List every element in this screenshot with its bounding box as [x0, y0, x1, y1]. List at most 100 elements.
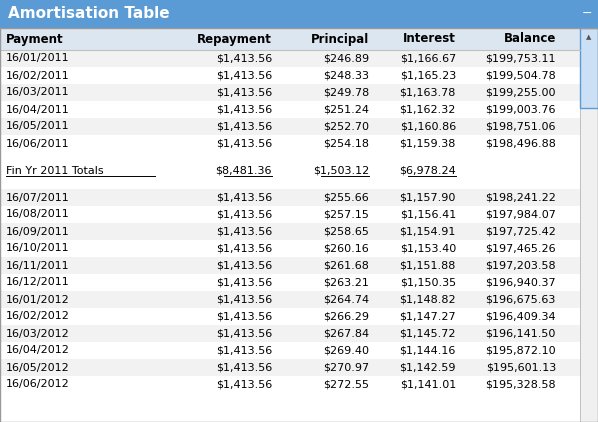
Text: $1,157.90: $1,157.90: [399, 192, 456, 203]
Bar: [0, 162, 580, 179]
Bar: [0, 291, 580, 308]
Text: $270.97: $270.97: [323, 362, 369, 373]
Text: ▲: ▲: [586, 34, 591, 40]
Bar: [580, 28, 598, 108]
Text: $1,151.88: $1,151.88: [399, 260, 456, 271]
Text: 16/07/2011: 16/07/2011: [6, 192, 70, 203]
Text: $196,675.63: $196,675.63: [486, 295, 556, 305]
Text: $1,413.56: $1,413.56: [216, 227, 272, 236]
Text: $1,159.38: $1,159.38: [399, 138, 456, 149]
Bar: [0, 359, 580, 376]
Text: $266.29: $266.29: [323, 311, 369, 322]
Text: $1,413.56: $1,413.56: [216, 311, 272, 322]
Text: $197,725.42: $197,725.42: [485, 227, 556, 236]
Text: $1,413.56: $1,413.56: [216, 192, 272, 203]
Text: Principal: Principal: [311, 32, 369, 46]
Text: $1,413.56: $1,413.56: [216, 70, 272, 81]
Text: $1,413.56: $1,413.56: [216, 379, 272, 390]
Text: 16/03/2012: 16/03/2012: [6, 328, 70, 338]
Text: $1,153.40: $1,153.40: [399, 243, 456, 254]
Text: $1,163.78: $1,163.78: [399, 87, 456, 97]
Text: $1,413.56: $1,413.56: [216, 243, 272, 254]
Text: $1,413.56: $1,413.56: [216, 54, 272, 63]
Text: $8,481.36: $8,481.36: [215, 165, 272, 176]
Bar: [0, 376, 580, 393]
Text: 16/04/2011: 16/04/2011: [6, 105, 70, 114]
Text: $264.74: $264.74: [323, 295, 369, 305]
Text: $198,496.88: $198,496.88: [485, 138, 556, 149]
Text: $1,413.56: $1,413.56: [216, 362, 272, 373]
Text: $1,160.86: $1,160.86: [399, 122, 456, 132]
Text: Amortisation Table: Amortisation Table: [8, 6, 170, 22]
Text: $249.78: $249.78: [323, 87, 369, 97]
Text: $1,413.56: $1,413.56: [216, 295, 272, 305]
Text: $261.68: $261.68: [323, 260, 369, 271]
Text: $1,413.56: $1,413.56: [216, 278, 272, 287]
Text: $195,328.58: $195,328.58: [486, 379, 556, 390]
Text: $197,465.26: $197,465.26: [486, 243, 556, 254]
Text: $246.89: $246.89: [323, 54, 369, 63]
Text: 16/01/2011: 16/01/2011: [6, 54, 69, 63]
Bar: [0, 152, 580, 162]
Text: 16/06/2012: 16/06/2012: [6, 379, 70, 390]
Text: $1,144.16: $1,144.16: [399, 346, 456, 355]
Text: $1,156.41: $1,156.41: [399, 209, 456, 219]
Text: 16/01/2012: 16/01/2012: [6, 295, 70, 305]
Text: $1,150.35: $1,150.35: [400, 278, 456, 287]
Text: $1,413.56: $1,413.56: [216, 260, 272, 271]
Bar: [0, 308, 580, 325]
Text: 16/02/2012: 16/02/2012: [6, 311, 70, 322]
Bar: [0, 325, 580, 342]
Text: $267.84: $267.84: [323, 328, 369, 338]
Text: 16/02/2011: 16/02/2011: [6, 70, 70, 81]
Text: $252.70: $252.70: [323, 122, 369, 132]
Text: $197,203.58: $197,203.58: [486, 260, 556, 271]
Text: Balance: Balance: [504, 32, 556, 46]
Text: $1,166.67: $1,166.67: [399, 54, 456, 63]
Bar: [0, 135, 580, 152]
Bar: [0, 257, 580, 274]
Text: $196,409.34: $196,409.34: [486, 311, 556, 322]
Text: Fin Yr 2011 Totals: Fin Yr 2011 Totals: [6, 165, 103, 176]
Bar: [0, 274, 580, 291]
Text: 16/05/2011: 16/05/2011: [6, 122, 69, 132]
Text: Payment: Payment: [6, 32, 63, 46]
Text: $1,162.32: $1,162.32: [399, 105, 456, 114]
Bar: [0, 240, 580, 257]
Text: $1,413.56: $1,413.56: [216, 346, 272, 355]
Text: $1,413.56: $1,413.56: [216, 209, 272, 219]
Bar: [0, 206, 580, 223]
Text: $198,751.06: $198,751.06: [486, 122, 556, 132]
Text: $248.33: $248.33: [323, 70, 369, 81]
Text: $255.66: $255.66: [324, 192, 369, 203]
Bar: [0, 223, 580, 240]
Text: 16/04/2012: 16/04/2012: [6, 346, 70, 355]
Bar: [0, 67, 580, 84]
Bar: [0, 342, 580, 359]
Text: $197,984.07: $197,984.07: [485, 209, 556, 219]
Text: 16/09/2011: 16/09/2011: [6, 227, 70, 236]
Text: $196,940.37: $196,940.37: [486, 278, 556, 287]
Text: $1,148.82: $1,148.82: [399, 295, 456, 305]
Bar: [0, 393, 580, 422]
Text: 16/05/2012: 16/05/2012: [6, 362, 70, 373]
Text: $1,503.12: $1,503.12: [313, 165, 369, 176]
Bar: [0, 50, 580, 67]
Bar: [0, 0, 598, 28]
Text: 16/10/2011: 16/10/2011: [6, 243, 69, 254]
Bar: [0, 28, 580, 50]
Bar: [0, 118, 580, 135]
Text: Interest: Interest: [403, 32, 456, 46]
Text: 16/11/2011: 16/11/2011: [6, 260, 69, 271]
Bar: [580, 28, 598, 422]
Bar: [0, 101, 580, 118]
Text: $254.18: $254.18: [323, 138, 369, 149]
Text: 16/06/2011: 16/06/2011: [6, 138, 69, 149]
Text: $1,413.56: $1,413.56: [216, 138, 272, 149]
Text: $195,601.13: $195,601.13: [486, 362, 556, 373]
Text: $1,142.59: $1,142.59: [399, 362, 456, 373]
Text: $1,413.56: $1,413.56: [216, 122, 272, 132]
Text: $199,753.11: $199,753.11: [486, 54, 556, 63]
Text: $1,154.91: $1,154.91: [399, 227, 456, 236]
Text: $196,141.50: $196,141.50: [486, 328, 556, 338]
